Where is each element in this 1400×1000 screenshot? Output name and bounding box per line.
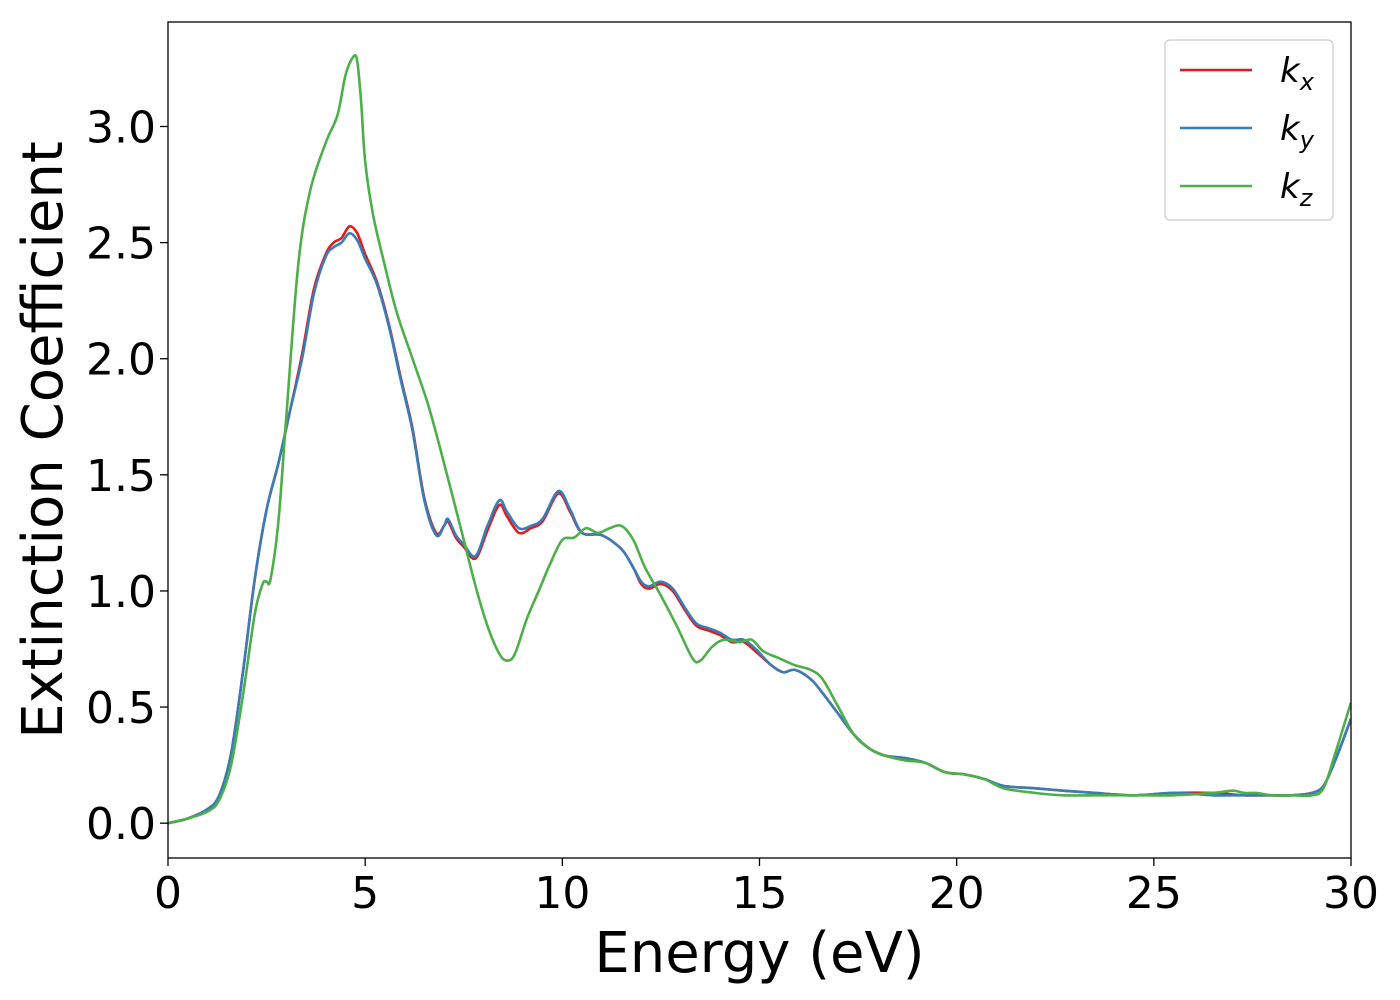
series-layer — [168, 53, 1351, 825]
x-tick-label: 25 — [1126, 868, 1182, 919]
y-axis: 0.0 0.5 1.0 1.5 2.0 2.5 3.0 — [86, 103, 168, 850]
y-tick-label: 0.0 — [86, 799, 156, 850]
x-tick-label: 30 — [1323, 868, 1379, 919]
y-tick-label: 1.5 — [86, 451, 156, 502]
series-line-y — [168, 232, 1351, 825]
y-tick-label: 2.5 — [86, 219, 156, 270]
series-line-z — [168, 53, 1351, 825]
x-tick-label: 20 — [929, 868, 985, 919]
x-tick-label: 5 — [351, 868, 379, 919]
legend-label-subscript: x — [1299, 68, 1315, 96]
y-tick-label: 3.0 — [86, 103, 156, 154]
legend-label-main: k — [1280, 51, 1301, 91]
y-axis-title: Extinction Coefficient — [11, 141, 76, 739]
legend-label-main: k — [1280, 109, 1301, 149]
y-tick-label: 1.0 — [86, 567, 156, 618]
legend-label-x: kx — [1280, 51, 1315, 96]
x-tick-label: 10 — [534, 868, 590, 919]
series-line-x — [168, 224, 1351, 825]
x-tick-label: 0 — [154, 868, 182, 919]
y-tick-label: 2.0 — [86, 335, 156, 386]
legend-label-main: k — [1280, 167, 1301, 207]
x-axis-title: Energy (eV) — [594, 921, 924, 986]
legend-label-subscript: y — [1299, 126, 1315, 154]
x-tick-label: 15 — [732, 868, 788, 919]
legend-label-z: kz — [1280, 167, 1314, 212]
x-axis: 0 5 10 15 20 25 30 — [154, 858, 1379, 919]
y-tick-label: 0.5 — [86, 683, 156, 734]
legend-label-y: ky — [1280, 109, 1315, 154]
legend-box — [1164, 39, 1334, 221]
legend-label-subscript: z — [1299, 184, 1314, 212]
